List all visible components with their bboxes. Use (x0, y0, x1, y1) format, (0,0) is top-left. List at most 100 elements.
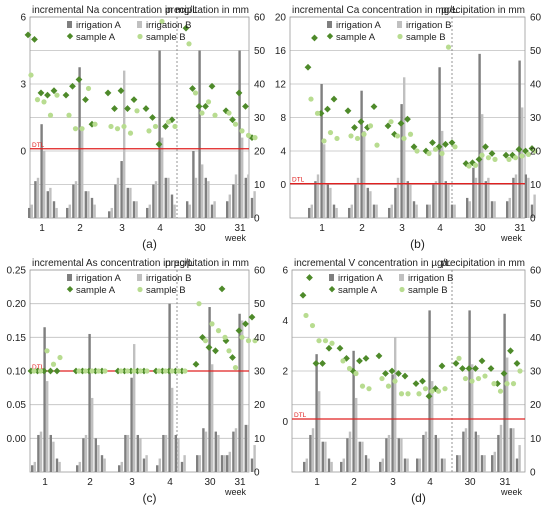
sample-b-point (44, 348, 50, 354)
dtl-label: DTL (32, 142, 45, 149)
irrigation-a-bar (358, 441, 361, 472)
legend-swatch (66, 32, 74, 40)
irrigation-b-bar (431, 381, 434, 472)
sample-b-point (118, 368, 124, 374)
sample-a-point (312, 360, 320, 367)
irrigation-a-bar (196, 455, 199, 472)
irrigation-b-bar (512, 428, 515, 472)
irrigation-a-bar (52, 201, 56, 218)
irrigation-a-bar (326, 184, 329, 218)
plot-frame (29, 16, 250, 219)
legend-swatch (329, 274, 334, 281)
sample-a-point (438, 362, 446, 370)
legend-swatch (326, 32, 334, 40)
irrigation-a-bar (49, 434, 52, 472)
sample-b-point (134, 108, 140, 114)
irrigation-a-bar (366, 187, 369, 218)
irrigation-a-bar (440, 458, 444, 472)
irrigation-a-bar (360, 90, 363, 218)
right-axis-tick: 0 (530, 214, 536, 225)
sample-a-point (189, 85, 196, 92)
sample-a-point (235, 89, 243, 97)
irrigation-b-bar (458, 455, 461, 472)
sample-a-point (142, 105, 150, 112)
irrigation-b-bar (198, 455, 201, 472)
irrigation-b-bar (508, 197, 511, 218)
irrigation-a-bar (40, 124, 43, 218)
irrigation-b-bar (533, 194, 536, 218)
left-axis-tick: 0.15 (7, 333, 27, 344)
legend-label: irrigation B (146, 20, 191, 31)
irrigation-a-bar (450, 204, 454, 218)
sample-b-point (398, 391, 405, 397)
category-label: 3 (399, 223, 405, 234)
irrigation-a-bar (438, 67, 441, 218)
week-label: week (224, 233, 247, 243)
panel-caption: (a) (142, 237, 157, 251)
left-axis-tick: 6 (282, 266, 288, 277)
irrigation-b-bar (120, 461, 123, 472)
irrigation-a-bar (478, 53, 481, 218)
irrigation-b-bar (318, 391, 321, 472)
sample-b-point (76, 368, 82, 374)
sample-b-point (485, 155, 492, 161)
right-axis-tick: 10 (530, 434, 542, 445)
irrigation-b-bar (228, 194, 231, 218)
irrigation-a-bar (238, 313, 241, 472)
irrigation-a-bar (391, 374, 394, 472)
legend-label: irrigation B (408, 273, 453, 284)
right-axis-tick: 50 (254, 299, 266, 310)
sample-a-point (442, 140, 449, 148)
sample-a-point (459, 365, 466, 372)
legend-label: sample B (146, 32, 186, 43)
irrigation-a-bar (164, 177, 167, 218)
sample-b-point (414, 148, 420, 154)
sample-b-point (162, 368, 169, 374)
sample-b-point (222, 334, 228, 340)
category-label: 30 (204, 477, 216, 488)
irrigation-a-bar (136, 434, 139, 472)
irrigation-b-bar (129, 187, 132, 218)
irrigation-a-bar (309, 434, 312, 472)
panel-caption: (b) (410, 237, 425, 251)
irrigation-a-bar (90, 197, 94, 218)
irrigation-a-bar (232, 184, 235, 218)
sample-b-point (165, 119, 172, 125)
irrigation-a-bar (472, 167, 475, 218)
chart-title: incremental Ca concentration in mg/L (292, 5, 458, 16)
irrigation-a-bar (250, 197, 254, 218)
sample-b-point (497, 388, 504, 394)
irrigation-b-bar (167, 177, 170, 218)
irrigation-b-bar (499, 424, 503, 472)
irrigation-a-bar (394, 187, 397, 218)
irrigation-a-bar (364, 455, 368, 472)
sample-b-point (172, 123, 178, 130)
left-axis-tick: 2 (282, 367, 288, 378)
irrigation-b-bar (387, 434, 391, 472)
irrigation-a-bar (88, 333, 91, 472)
irrigation-b-bar (110, 207, 113, 218)
irrigation-a-bar (530, 204, 534, 218)
sample-a-point (487, 365, 495, 372)
irrigation-a-bar (124, 434, 127, 472)
irrigation-a-bar (158, 50, 161, 218)
sample-a-point (388, 367, 396, 375)
sample-b-point (175, 368, 182, 374)
sample-b-point (66, 112, 72, 118)
sample-a-point (311, 34, 318, 42)
irrigation-b-bar (161, 137, 164, 218)
irrigation-a-bar (120, 161, 123, 218)
irrigation-a-bar (66, 207, 69, 218)
sample-a-point (235, 327, 243, 334)
irrigation-b-bar (247, 174, 250, 218)
legend-swatch (399, 286, 405, 293)
panel-caption: (d) (411, 491, 426, 505)
irrigation-b-bar (390, 204, 393, 218)
irrigation-b-bar (126, 434, 130, 472)
sample-b-point (146, 128, 152, 134)
irrigation-a-bar (506, 201, 509, 218)
legend-swatch (397, 21, 402, 28)
irrigation-b-bar (247, 424, 250, 472)
irrigation-a-bar (28, 207, 31, 218)
sample-b-point (512, 155, 519, 161)
